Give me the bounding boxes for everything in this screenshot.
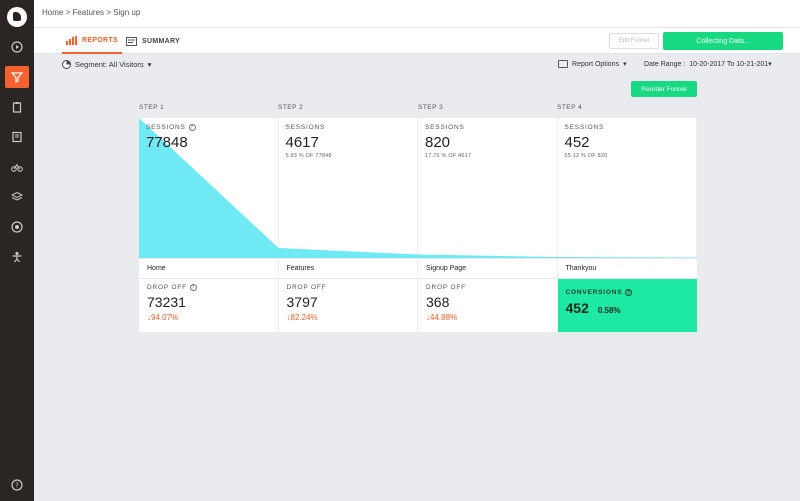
drop-off-metric: DROP OFF 368 ↓44.88%: [418, 279, 558, 332]
drop-off-title: DROP OFF: [147, 284, 187, 291]
step-column: [279, 118, 418, 258]
date-range-picker[interactable]: Date Range :10-20-2017 To 10-21-201▾: [644, 60, 772, 68]
conversions-metric: CONVERSIONS? 452 0.58%: [557, 279, 697, 332]
conversions-value: 452: [565, 300, 589, 316]
record-icon[interactable]: [5, 216, 29, 238]
info-icon[interactable]: ?: [189, 284, 197, 291]
drop-off-value: 3797: [286, 294, 318, 310]
sessions-metric: SESSIONS 4617 5.93 % OF 77848: [279, 118, 339, 165]
sessions-title: SESSIONS: [146, 124, 186, 131]
step-label: STEP 2: [278, 104, 304, 111]
page-name-row: Home Features Signup Page Thankyou: [139, 258, 697, 279]
top-bar: Home > Features > Sign up: [34, 0, 800, 28]
sessions-percent: 5.93 % OF 77848: [285, 153, 332, 159]
segment-label: Segment: All Visitors: [75, 60, 144, 69]
sessions-value: 77848: [146, 134, 188, 151]
tab-summary-label: SUMMARY: [142, 37, 181, 45]
conversions-title: CONVERSIONS: [565, 289, 623, 296]
sessions-value: 452: [564, 134, 590, 151]
person-icon[interactable]: [5, 246, 29, 268]
step-column: [139, 118, 279, 258]
page-name: Thankyou: [565, 265, 597, 272]
step-label: STEP 4: [557, 104, 583, 111]
play-icon[interactable]: [5, 36, 29, 58]
info-icon[interactable]: ?: [625, 289, 633, 296]
summary-icon: [126, 36, 137, 46]
reorder-funnel-button[interactable]: Reorder Funnel: [631, 81, 697, 97]
sessions-metric: SESSIONS? 77848: [139, 118, 203, 157]
funnel-area: [139, 118, 697, 258]
app-logo-icon[interactable]: [7, 7, 27, 27]
sessions-percent: 55.12 % OF 820: [564, 153, 608, 159]
drop-off-metric: DROP OFF? 73231 ↓94.07%: [139, 279, 279, 332]
clipboard-icon[interactable]: [5, 96, 29, 118]
drop-off-percent: ↓44.88%: [426, 313, 458, 322]
drop-off-percent: ↓94.07%: [147, 313, 179, 322]
drop-off-value: 368: [426, 294, 450, 310]
tab-summary[interactable]: SUMMARY: [126, 28, 180, 54]
sessions-title: SESSIONS: [564, 124, 605, 131]
conversion-rate: 0.58%: [597, 306, 621, 315]
bicycle-icon[interactable]: [5, 156, 29, 178]
page-name: Home: [139, 259, 279, 279]
sessions-percent: 17.76 % OF 4617: [425, 153, 472, 159]
report-options-label: Report Options: [572, 60, 620, 68]
bar-chart-icon: [66, 35, 77, 45]
tab-reports-label: REPORTS: [82, 36, 118, 44]
step-label: STEP 3: [418, 104, 444, 111]
sidebar: ?: [0, 0, 34, 501]
help-icon[interactable]: ?: [5, 474, 29, 496]
chevron-down-icon: ▾: [147, 60, 152, 69]
book-icon[interactable]: [5, 126, 29, 148]
funnel-area-chart: [139, 118, 697, 258]
drop-off-title: DROP OFF: [426, 284, 466, 291]
sessions-panel: SESSIONS? 77848 SESSIONS 4617 5.93 % OF …: [139, 118, 697, 258]
chevron-down-icon: ▾: [768, 61, 772, 68]
sessions-value: 820: [425, 134, 451, 151]
drop-off-metric: DROP OFF 3797 ↓82.24%: [279, 279, 418, 332]
collecting-data-button[interactable]: Collecting Data...: [663, 32, 783, 50]
segment-dropdown[interactable]: Segment: All Visitors ▾: [62, 60, 151, 69]
sessions-metric: SESSIONS 820 17.76 % OF 4617: [418, 118, 478, 165]
pie-icon: [62, 60, 71, 69]
step-column: [558, 118, 697, 258]
drop-off-value: 73231: [147, 294, 186, 310]
date-range-label: Date Range :: [644, 61, 686, 68]
step-column: [418, 118, 558, 258]
sessions-metric: SESSIONS 452 55.12 % OF 820: [558, 118, 615, 165]
tab-reports[interactable]: REPORTS: [62, 28, 122, 54]
funnel-icon[interactable]: [5, 66, 29, 88]
svg-text:?: ?: [15, 482, 19, 490]
step-label: STEP 1: [139, 104, 165, 111]
funnel-panel: SESSIONS? 77848 SESSIONS 4617 5.93 % OF …: [139, 118, 697, 332]
drop-off-title: DROP OFF: [286, 284, 327, 291]
report-options-dropdown[interactable]: Report Options ▾: [558, 60, 627, 68]
sessions-title: SESSIONS: [425, 124, 465, 131]
date-range-value: 10-20-2017 To 10-21-201: [689, 61, 769, 68]
page-name: Signup Page: [418, 259, 558, 279]
drop-off-percent: ↓82.24%: [286, 313, 318, 322]
sessions-value: 4617: [285, 134, 319, 151]
report-icon: [558, 60, 568, 68]
sessions-title: SESSIONS: [285, 124, 326, 131]
breadcrumb[interactable]: Home > Features > Sign up: [42, 8, 141, 17]
layers-icon[interactable]: [5, 186, 29, 208]
info-icon[interactable]: ?: [188, 124, 196, 131]
edit-funnel-button[interactable]: Edit Funnel: [609, 33, 659, 49]
chevron-down-icon: ▾: [623, 61, 627, 68]
page-name: Features: [279, 259, 418, 279]
